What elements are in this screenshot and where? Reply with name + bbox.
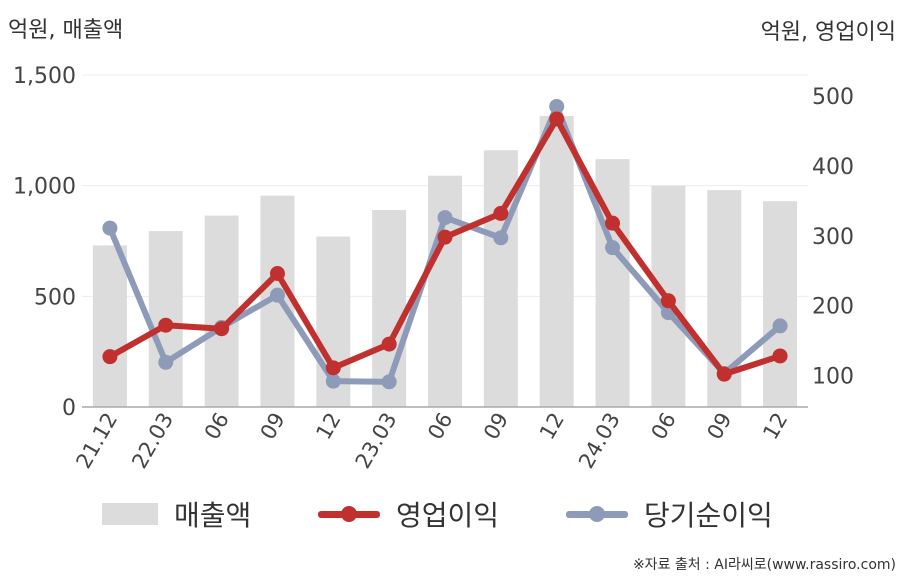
bar-revenue xyxy=(92,245,127,407)
point-operating-profit xyxy=(716,366,732,382)
x-tick-label: 21.12 xyxy=(71,409,122,473)
legend-swatch-revenue xyxy=(102,503,158,525)
point-operating-profit xyxy=(605,215,621,231)
point-operating-profit xyxy=(158,317,174,333)
point-operating-profit xyxy=(269,266,285,282)
point-operating-profit xyxy=(549,111,565,127)
point-net-income xyxy=(325,373,341,389)
legend-item-operating-profit: 영업이익 xyxy=(318,492,499,536)
legend-swatch-net-income xyxy=(566,503,628,525)
point-net-income xyxy=(772,318,788,334)
x-tick-label: 06 xyxy=(647,409,681,444)
source-credit: ※자료 출처 : AI라씨로(www.rassiro.com) xyxy=(632,557,896,573)
point-operating-profit xyxy=(214,321,230,337)
right-tick-label: 400 xyxy=(812,155,854,180)
point-net-income xyxy=(437,210,453,226)
legend-item-revenue: 매출액 xyxy=(102,492,251,536)
legend-label-net-income: 당기순이익 xyxy=(644,499,773,532)
point-operating-profit xyxy=(493,205,509,221)
legend-label-revenue: 매출액 xyxy=(174,499,252,532)
left-axis-label: 억원, 매출액 xyxy=(8,18,124,43)
point-net-income xyxy=(549,98,565,114)
bar-revenue xyxy=(539,115,574,408)
point-net-income xyxy=(158,354,174,370)
bar-revenue xyxy=(763,201,798,407)
right-tick-label: 500 xyxy=(812,85,854,110)
point-net-income xyxy=(605,240,621,256)
left-tick-label: 1,500 xyxy=(13,64,76,89)
x-tick-label: 12 xyxy=(311,409,345,444)
x-tick-label: 06 xyxy=(423,409,457,444)
point-net-income xyxy=(381,374,397,390)
point-operating-profit xyxy=(772,348,788,364)
point-net-income xyxy=(269,287,285,303)
x-tick-label: 12 xyxy=(758,409,792,444)
point-operating-profit xyxy=(660,293,676,309)
x-tick-label: 09 xyxy=(479,409,513,444)
combo-chart: 0 500 1,000 1,500 100 200 300 400 500 21.12 22.03 0… xyxy=(13,64,854,473)
x-tick-label: 09 xyxy=(256,409,290,444)
legend-item-net-income: 당기순이익 xyxy=(566,492,773,536)
x-tick-label: 06 xyxy=(200,409,234,444)
legend-swatch-operating-profit xyxy=(318,503,380,525)
legend: 매출액 영업이익 당기순이익 xyxy=(0,492,908,536)
right-axis-label: 억원, 영업이익 xyxy=(760,20,896,45)
point-net-income xyxy=(493,230,509,246)
left-tick-label: 500 xyxy=(34,285,76,310)
x-tick-label: 12 xyxy=(535,409,569,444)
point-operating-profit xyxy=(381,336,397,352)
right-tick-label: 200 xyxy=(812,295,854,320)
left-tick-label: 1,000 xyxy=(13,175,76,200)
right-tick-label: 100 xyxy=(812,365,854,390)
point-operating-profit xyxy=(437,229,453,245)
point-operating-profit xyxy=(102,349,118,365)
point-net-income xyxy=(102,220,118,236)
x-tick-label: 24.03 xyxy=(574,409,625,473)
bar-revenue xyxy=(204,215,239,407)
x-tick-label: 22.03 xyxy=(127,409,178,473)
x-tick-label: 23.03 xyxy=(351,409,402,473)
legend-label-operating-profit: 영업이익 xyxy=(396,499,500,532)
x-tick-label: 09 xyxy=(702,409,736,444)
left-tick-label: 0 xyxy=(62,396,76,421)
right-tick-label: 300 xyxy=(812,225,854,250)
point-operating-profit xyxy=(325,360,341,376)
